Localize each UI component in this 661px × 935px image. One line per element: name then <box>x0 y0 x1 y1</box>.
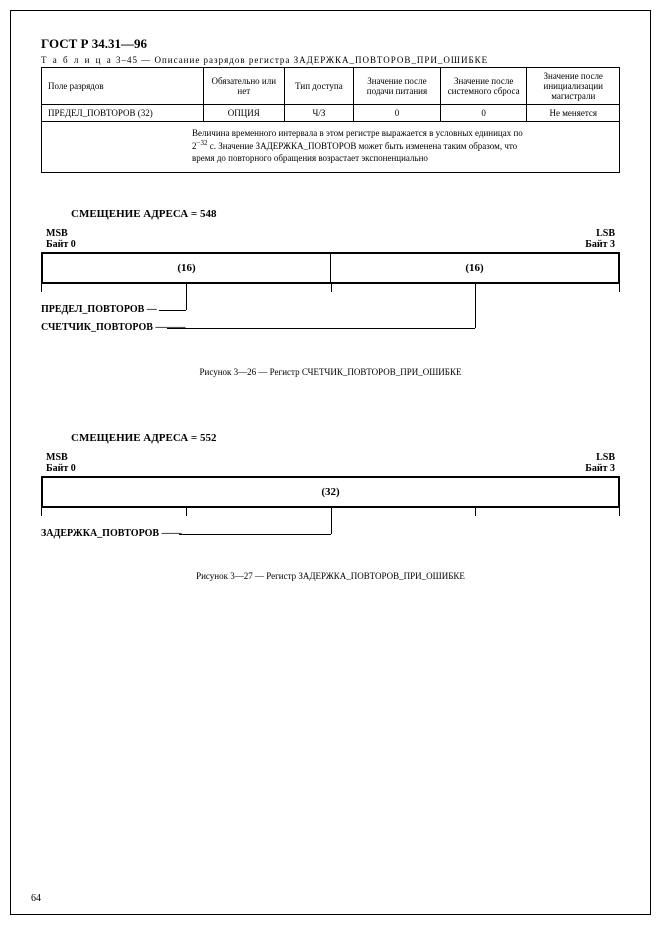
byte3-label: Байт 3 <box>585 239 615 250</box>
td-required: ОПЦИЯ <box>203 105 284 122</box>
lsb-label-2: LSB <box>585 452 615 463</box>
th-required: Обязательно или нет <box>203 68 284 105</box>
th-field: Поле разрядов <box>42 68 204 105</box>
seg-16a: (16) <box>43 254 331 282</box>
table-caption: Т а б л и ц а 3–45 — Описание разрядов р… <box>41 55 620 65</box>
td-post-power: 0 <box>354 105 441 122</box>
diagram-3-26: СМЕЩЕНИЕ АДРЕСА = 548 MSB Байт 0 LSB Бай… <box>41 208 620 377</box>
page-number: 64 <box>31 893 41 904</box>
gost-title: ГОСТ Р 34.31—96 <box>41 36 620 52</box>
diagram-3-27: СМЕЩЕНИЕ АДРЕСА = 552 MSB Байт 0 LSB Бай… <box>41 432 620 581</box>
seg-16b: (16) <box>331 254 618 282</box>
lsb-col: LSB Байт 3 <box>585 228 615 250</box>
label-schetchik: СЧЕТЧИК_ПОВТОРОВ ——— <box>41 322 185 333</box>
byte0-label-2: Байт 0 <box>46 463 76 474</box>
td-post-init: Не меня­ется <box>527 105 620 122</box>
msb-lsb-row: MSB Байт 0 LSB Байт 3 <box>46 228 615 250</box>
table-desc-row: Величина временного интервала в этом рег… <box>42 122 620 173</box>
lead-h <box>159 310 186 311</box>
label-zaderzhka-text: ЗАДЕРЖКА_ПОВТОРОВ <box>41 528 159 539</box>
desc-2b: −32 <box>197 139 208 147</box>
caption-num: 3–45 — <box>116 55 151 65</box>
table-3-45: Поле разрядов Обязательно или нет Тип до… <box>41 67 620 173</box>
msb-col-2: MSB Байт 0 <box>46 452 76 474</box>
msb-lsb-row-2: MSB Байт 0 LSB Байт 3 <box>46 452 615 474</box>
bit-ticks-1 <box>41 284 620 292</box>
page: ГОСТ Р 34.31—96 Т а б л и ц а 3–45 — Опи… <box>10 10 651 915</box>
td-field: ПРЕДЕЛ_ПОВТОРОВ (32) <box>42 105 204 122</box>
byte3-label-2: Байт 3 <box>585 463 615 474</box>
label-predel: ПРЕДЕЛ_ПОВТОРОВ — <box>41 304 157 315</box>
desc-line1: Величина временного интервала в этом рег… <box>192 128 523 138</box>
label-schetchik-text: СЧЕТЧИК_ПОВТОРОВ <box>41 322 153 333</box>
offset-552: СМЕЩЕНИЕ АДРЕСА = 552 <box>71 432 620 444</box>
lead-h <box>167 328 475 329</box>
tick <box>186 508 187 516</box>
leader-lines-2: ЗАДЕРЖКА_ПОВТОРОВ —— <box>41 518 620 553</box>
th-post-reset: Значение после системного сброса <box>440 68 527 105</box>
td-access: Ч/З <box>284 105 353 122</box>
lsb-label: LSB <box>585 228 615 239</box>
tick <box>475 508 476 516</box>
th-access: Тип доступа <box>284 68 353 105</box>
table-header-row: Поле разрядов Обязательно или нет Тип до… <box>42 68 620 105</box>
tick <box>331 284 332 292</box>
label-zaderzhka: ЗАДЕРЖКА_ПОВТОРОВ —— <box>41 528 182 539</box>
th-post-init: Значение после инициализации магистрали <box>527 68 620 105</box>
register-box-552: (32) <box>41 476 620 508</box>
seg-32: (32) <box>43 478 618 506</box>
td-post-reset: 0 <box>440 105 527 122</box>
lead-v <box>186 286 187 310</box>
td-desc: Величина временного интервала в этом рег… <box>42 122 620 173</box>
desc-line3: время до повторного обращения возрастает… <box>192 153 428 163</box>
offset-548: СМЕЩЕНИЕ АДРЕСА = 548 <box>71 208 620 220</box>
msb-col: MSB Байт 0 <box>46 228 76 250</box>
caption-label: Т а б л и ц а <box>41 55 113 65</box>
msb-label: MSB <box>46 228 76 239</box>
lead-v <box>475 286 476 328</box>
th-post-power: Значение после подачи пита­ния <box>354 68 441 105</box>
desc-2c: с. Значение ЗАДЕРЖКА_ПОВТОРОВ может быть… <box>207 141 517 151</box>
table-row: ПРЕДЕЛ_ПОВТОРОВ (32) ОПЦИЯ Ч/З 0 0 Не ме… <box>42 105 620 122</box>
register-box-548: (16) (16) <box>41 252 620 284</box>
label-predel-text: ПРЕДЕЛ_ПОВТОРОВ <box>41 304 144 315</box>
lsb-col-2: LSB Байт 3 <box>585 452 615 474</box>
fig-3-26-caption: Рисунок 3—26 — Регистр СЧЕТЧИК_ПОВТОРОВ_… <box>41 367 620 377</box>
caption-text: Описание разрядов регистра ЗАДЕРЖКА_ПОВТ… <box>154 55 488 65</box>
msb-label-2: MSB <box>46 452 76 463</box>
fig-3-27-caption: Рисунок 3—27 — Регистр ЗАДЕРЖКА_ПОВТОРОВ… <box>41 571 620 581</box>
lead-h <box>179 534 331 535</box>
byte0-label: Байт 0 <box>46 239 76 250</box>
lead-v <box>331 510 332 534</box>
leader-lines-1: ПРЕДЕЛ_ПОВТОРОВ — СЧЕТЧИК_ПОВТОРОВ ——— <box>41 294 620 349</box>
